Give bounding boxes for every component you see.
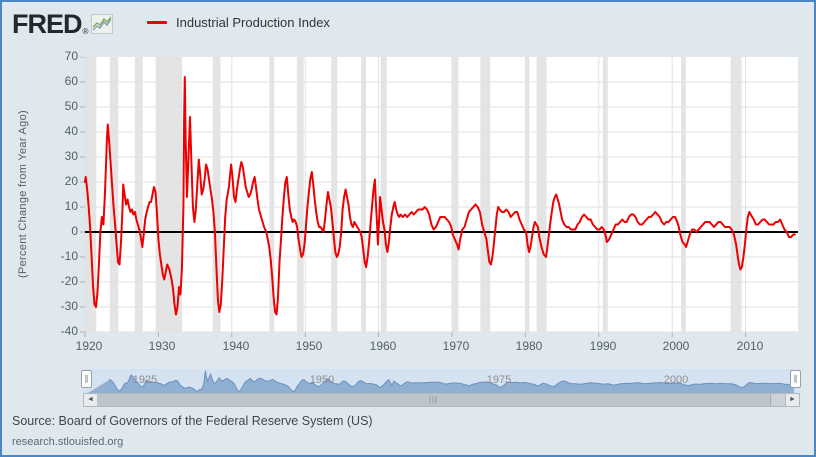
y-axis-title: (Percent Change from Year Ago) [17, 110, 29, 278]
y-tick-label: -20 [60, 274, 78, 288]
y-tick-label: 20 [64, 174, 78, 188]
y-tick-label: -30 [60, 299, 78, 313]
y-tick-label: 70 [64, 49, 78, 63]
range-year-label: 1950 [309, 374, 335, 386]
y-tick-label: 50 [64, 99, 78, 113]
x-tick-label: 1990 [589, 339, 617, 353]
registered-mark: ® [82, 27, 89, 36]
x-tick-label: 2010 [736, 339, 764, 353]
main-chart[interactable] [77, 57, 800, 338]
y-tick-label: -10 [60, 249, 78, 263]
y-tick-label: 30 [64, 149, 78, 163]
fred-logo-text: FRED [12, 9, 82, 39]
y-tick-label: -40 [60, 324, 78, 338]
fred-logo[interactable]: FRED ® [12, 9, 114, 39]
x-tick-label: 1920 [75, 339, 103, 353]
scrollbar-track[interactable]: ◄ ||| ► [83, 393, 800, 407]
x-tick-label: 1980 [515, 339, 543, 353]
range-handle-right[interactable]: ∥ [790, 370, 801, 388]
range-selector-chart[interactable] [83, 369, 800, 393]
fred-sparkline-icon [91, 14, 114, 39]
range-handle-left[interactable]: ∥ [81, 370, 92, 388]
x-tick-label: 1950 [295, 339, 323, 353]
legend: Industrial Production Index [147, 15, 330, 30]
legend-series-label: Industrial Production Index [176, 15, 330, 30]
range-year-label: 1925 [132, 374, 158, 386]
scrollbar-grip-icon: ||| [428, 395, 439, 404]
range-year-label: 2000 [663, 374, 689, 386]
range-year-label: 1975 [486, 374, 512, 386]
x-tick-label: 1960 [369, 339, 397, 353]
site-link[interactable]: research.stlouisfed.org [12, 436, 124, 448]
x-tick-label: 1940 [222, 339, 250, 353]
y-tick-label: 40 [64, 124, 78, 138]
x-tick-label: 1970 [442, 339, 470, 353]
legend-series-swatch [147, 21, 167, 24]
source-text: Source: Board of Governors of the Federa… [12, 414, 373, 428]
x-tick-label: 1930 [148, 339, 176, 353]
scrollbar-thumb[interactable]: ||| [97, 394, 771, 406]
y-tick-label: 0 [71, 224, 78, 238]
y-tick-label: 10 [64, 199, 78, 213]
scrollbar-right-arrow-button[interactable]: ► [785, 394, 799, 406]
scrollbar-left-arrow-button[interactable]: ◄ [84, 394, 98, 406]
x-tick-label: 2000 [662, 339, 690, 353]
y-tick-label: 60 [64, 74, 78, 88]
